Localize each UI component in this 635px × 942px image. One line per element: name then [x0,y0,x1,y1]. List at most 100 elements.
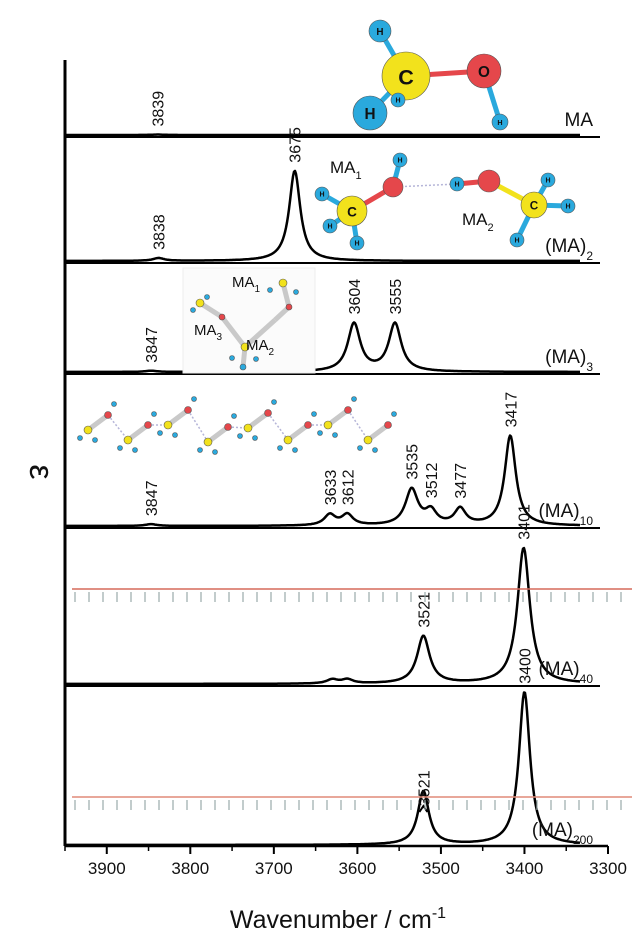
hydrogen-atom [314,186,330,202]
hydrogen-atom [191,396,197,402]
hydrogen-atom [357,445,363,451]
atom [239,363,247,371]
hydrogen-atom [392,152,408,168]
carbon-atom [520,191,548,219]
hydrogen-atom [292,447,298,453]
carbon-atom [243,423,253,433]
carbon-atom [363,435,373,445]
carbon-atom-label: C [398,64,414,89]
inset-label-sub: 1 [356,170,362,182]
covalent-bond [198,300,224,320]
carbon-atom [336,195,368,227]
hydrogen-atom-label: H [565,203,570,210]
y-axis-label: ε [22,464,60,479]
hydrogen-atom-label: H [545,177,550,184]
carbon-atom [381,51,431,101]
inset-label-sub: 1 [255,284,261,295]
hydrogen-atom [237,433,243,439]
peak-label: 3477 [453,463,470,499]
oxygen-atom-label: O [478,64,490,81]
series-name: (MA)2 [545,236,593,263]
spectrum-panel-3: (MA)3 3847 3604 3555 [64,262,600,374]
peak-label: 3847 [144,480,161,516]
peak-label: 3417 [503,392,520,428]
oxygen-atom [344,406,352,414]
x-axis-label-exponent: -1 [432,905,446,922]
peak-label: 3521 [416,592,433,628]
inset-label-sub: 3 [217,332,223,343]
atom [267,287,273,293]
hydrogen-bond [347,409,369,441]
hydrogen-atom [351,396,357,402]
atom [293,289,299,295]
inset-label-ma1: MA1 [232,274,261,295]
inset-label-ma3: MA3 [194,322,223,343]
covalent-bond [220,315,247,349]
atom [195,298,205,308]
oxygen-atom [384,421,392,429]
series-name-subscript: 10 [580,514,594,528]
inset-label-sub: 2 [269,347,275,358]
hydrogen-atom [560,198,576,214]
hydrogen-atom-label: H [354,240,359,247]
hydrogen-atom [77,435,83,441]
oxygen-atom [304,421,312,429]
hydrogen-atom [449,176,465,192]
carbon-atom [283,435,293,445]
hydrogen-atom [352,95,388,131]
inset-ma-dimer: C C H H H H H H H H MA1 MA2 [314,152,576,251]
oxygen-atom [144,421,152,429]
hydrogen-atom [231,413,237,419]
inset-ma-monomer: C O H H H H [352,19,509,131]
x-axis-label-text: Wavenumber / cm [230,906,432,934]
hydrogen-bond [392,183,458,188]
oxygen-atom [184,406,192,414]
oxygen-atom [264,409,272,417]
carbon-atom [323,420,333,430]
hydrogen-atom [132,447,138,453]
series-name: MA [565,110,594,131]
peak-label: 3612 [340,469,357,505]
x-tick-label: 3600 [338,859,376,878]
carbon-atom [163,420,173,430]
oxygen-atom [477,169,501,193]
inset-label-sub: 2 [488,222,494,234]
peak-label: 3838 [152,214,169,250]
atom [285,303,293,311]
spectrum-line [64,546,581,686]
hydrogen-bond [107,414,129,441]
atom [229,355,235,361]
series-name-subscript: 2 [586,249,593,263]
oxygen-atom [104,411,112,419]
inset-background [182,267,316,374]
inset-ma-trimer: MA1 MA2 MA3 [182,267,316,374]
carbon-atom [203,437,213,447]
inset-ma10-chain [77,396,397,455]
peak-label: 3401 [517,504,534,540]
hydrogen-atom [212,449,218,455]
hydrogen-atom-label: H [319,191,324,198]
x-tick-label: 3400 [506,859,544,878]
hydrogen-bond [187,409,209,443]
hydrogen-atom [368,19,392,43]
peak-label: 3512 [424,463,441,499]
spectrum-line [64,434,581,528]
oxygen-atom [466,53,502,89]
peak-label: 3400 [518,648,535,684]
inset-label-ma1: MA1 [330,158,362,182]
spectrum-panel-5: (MA)40 3521 3401 [64,504,600,686]
peak-label: 3675 [288,127,305,163]
peak-label: 3555 [388,279,405,315]
series-name-subscript: 40 [580,672,594,686]
inset-label-ma2: MA2 [462,210,494,234]
spectrum-line [64,133,581,137]
hydrogen-atom-label: H [514,237,519,244]
x-tick-label: 3700 [255,859,293,878]
x-tick-label: 3800 [171,859,209,878]
hydrogen-atom-label: H [327,223,332,230]
break-marker [418,804,429,813]
hydrogen-atom-label: H [364,106,375,123]
